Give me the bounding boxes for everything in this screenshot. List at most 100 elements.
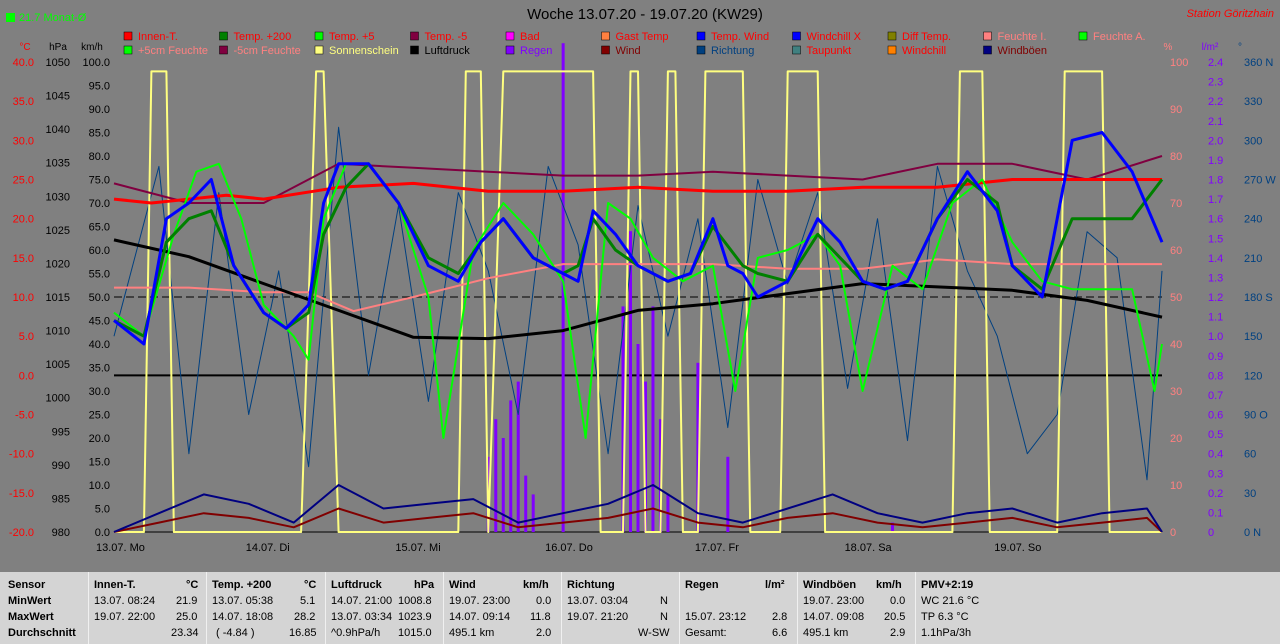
- axis-direction-tick-2: 300: [1244, 135, 1262, 147]
- series-wind: [113, 507, 1163, 533]
- stats-regen-total-label: Gesamt:: [685, 627, 727, 639]
- axis-rain-tick-20: 0.4: [1208, 449, 1223, 461]
- rain-bar-16: [726, 456, 730, 532]
- stats-temp200-avg-value: 16.85: [289, 627, 317, 639]
- stats-panel: Sensor MinWert MaxWert Durchschnitt Inne…: [0, 572, 1280, 644]
- legend-label-16: Wind: [616, 45, 641, 57]
- axis-temp-tick-11: -15.0: [9, 488, 34, 500]
- axis-wind-tick-12: 40.0: [89, 339, 110, 351]
- axis-wind-tick-11: 45.0: [89, 316, 110, 328]
- stats-label-avg: Durchschnitt: [8, 627, 76, 639]
- axis-rain-tick-2: 2.2: [1208, 96, 1223, 108]
- legend-swatch-17: [696, 45, 706, 55]
- axis-rain-tick-3: 2.1: [1208, 116, 1223, 128]
- axis-temp-tick-7: 5.0: [19, 331, 34, 343]
- stats-header-wind-unit: km/h: [523, 579, 549, 591]
- stats-luftdruck-max-value: 1023.9: [398, 611, 432, 623]
- legend-swatch-0: [123, 31, 133, 41]
- stats-luftdruck-min-time: 14.07. 21:00: [331, 595, 393, 607]
- axis-wind-tick-18: 10.0: [89, 480, 110, 492]
- stats-temp200-max-value: 28.2: [294, 611, 316, 623]
- axis-day-label-5: 18.07. Sa: [845, 542, 893, 554]
- stats-windboeen-max-value: 20.5: [884, 611, 906, 623]
- legend-swatch-4: [505, 31, 515, 41]
- series-luftdruck: [113, 238, 1163, 341]
- stats-header-innen: Innen-T.: [94, 579, 136, 591]
- axes: 40.0 35.0 30.0 25.0 20.0 15.0 10.0 5.0 0.0 -5.0 -1…: [9, 42, 1276, 554]
- axis-pressure-tick-9: 1005: [46, 359, 70, 371]
- axis-humidity-tick-1: 90: [1170, 104, 1182, 116]
- monthly-avg-label: 21.7 Monat-Ø: [19, 12, 87, 24]
- series-windb-en: [113, 484, 1163, 533]
- axis-wind-tick-0: 100.0: [82, 57, 110, 69]
- legend-swatch-8: [887, 31, 897, 41]
- axis-wind-tick-15: 25.0: [89, 410, 110, 422]
- axis-humidity-tick-6: 40: [1170, 339, 1182, 351]
- axis-wind-tick-3: 85.0: [89, 128, 110, 140]
- axis-rain-tick-9: 1.5: [1208, 233, 1223, 245]
- axis-pressure-tick-1: 1045: [46, 91, 70, 103]
- axis-humidity-tick-8: 20: [1170, 433, 1182, 445]
- stats-header-temp200-unit: °C: [304, 579, 317, 591]
- stats-windboeen-avg-value: 2.9: [890, 627, 906, 639]
- axis-pressure-tick-4: 1030: [46, 191, 70, 203]
- axis-direction-tick-4: 240: [1244, 214, 1262, 226]
- stats-header-richtung: Richtung: [567, 579, 615, 591]
- stats-header-temp200: Temp. +200: [212, 579, 272, 591]
- axis-direction-unit: °: [1238, 42, 1242, 53]
- axis-rain-tick-19: 0.5: [1208, 429, 1223, 441]
- legend-swatch-18: [792, 45, 801, 55]
- axis-day-label-2: 15.07. Mi: [395, 542, 440, 554]
- legend-label-0: Innen-T.: [138, 31, 178, 43]
- axis-wind-tick-2: 90.0: [89, 104, 110, 116]
- axis-humidity-unit: %: [1164, 42, 1173, 53]
- stats-regen-total-value: 6.6: [772, 627, 788, 639]
- station-name: Station Göritzhain: [1187, 8, 1274, 20]
- stats-pmv-windchill: WC 21.6 °C: [921, 595, 980, 607]
- legend-label-3: Temp. -5: [425, 31, 468, 43]
- axis-direction-tick-9: 90 O: [1244, 410, 1268, 422]
- axis-wind-tick-5: 75.0: [89, 175, 110, 187]
- legend-swatch-2: [314, 31, 324, 41]
- chart-title: Woche 13.07.20 - 19.07.20 (KW29): [527, 6, 763, 23]
- axis-direction-tick-8: 120: [1244, 370, 1262, 382]
- stats-regen-max-time: 15.07. 23:12: [685, 611, 747, 623]
- stats-temp200-min-value: 5.1: [300, 595, 316, 607]
- chart-background: [0, 0, 1280, 572]
- legend-swatch-14: [410, 45, 419, 55]
- axis-wind-tick-4: 80.0: [89, 151, 110, 163]
- rain-bar-2: [501, 438, 505, 532]
- axis-wind-tick-17: 15.0: [89, 457, 110, 469]
- stats-innen-max-value: 25.0: [176, 611, 198, 623]
- axis-wind-tick-9: 55.0: [89, 269, 110, 281]
- axis-rain-tick-23: 0.1: [1208, 507, 1223, 519]
- axis-day-label-3: 16.07. Do: [545, 542, 593, 554]
- axis-pressure-tick-5: 1025: [46, 225, 70, 237]
- axis-wind-tick-19: 5.0: [95, 504, 110, 516]
- rain-bar-4: [516, 381, 520, 532]
- axis-pressure-tick-7: 1015: [46, 292, 70, 304]
- stats-header-pmv: PMV+2:19: [921, 579, 974, 591]
- axis-humidity-tick-7: 30: [1170, 386, 1182, 398]
- axis-direction-tick-0: 360 N: [1244, 57, 1273, 69]
- series-temp-wind: [113, 131, 1164, 346]
- axis-pressure-tick-13: 985: [52, 493, 70, 505]
- axis-temp-tick-5: 15.0: [13, 253, 34, 265]
- rain-bar-5: [524, 475, 528, 532]
- stats-header-windboeen-unit: km/h: [876, 579, 902, 591]
- legend-label-8: Diff Temp.: [902, 31, 951, 43]
- rain-bar-6: [531, 494, 535, 532]
- legend-label-14: Luftdruck: [425, 45, 471, 57]
- axis-rain-tick-22: 0.2: [1208, 488, 1223, 500]
- axis-wind-tick-13: 35.0: [89, 363, 110, 375]
- axis-wind-tick-7: 65.0: [89, 222, 110, 234]
- axis-rain-tick-13: 1.1: [1208, 312, 1223, 324]
- axis-pressure-tick-12: 990: [52, 460, 70, 472]
- stats-wind-max-time: 14.07. 09:14: [449, 611, 511, 623]
- axis-direction-tick-6: 180 S: [1244, 292, 1273, 304]
- stats-richtung-min-value: N: [660, 595, 668, 607]
- stats-luftdruck-min-value: 1008.8: [398, 595, 432, 607]
- legend-swatch-13: [314, 45, 324, 55]
- axis-temp-tick-1: 35.0: [13, 96, 34, 108]
- rain-bar-3: [509, 400, 513, 532]
